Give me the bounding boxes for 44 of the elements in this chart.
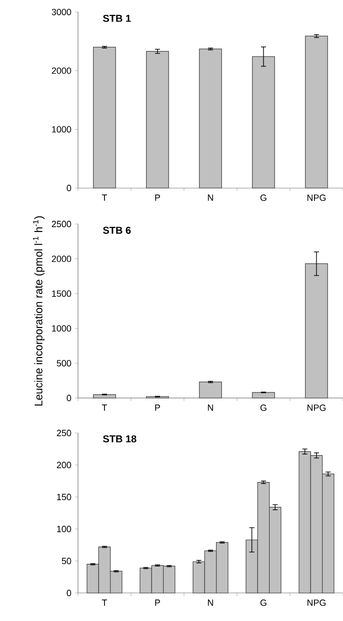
y-tick-label: 0 bbox=[66, 184, 72, 192]
y-tick-label: 1000 bbox=[52, 325, 72, 332]
x-tick-label: N bbox=[208, 600, 213, 606]
chart-title: STB 1 bbox=[102, 14, 131, 22]
x-tick-label: P bbox=[155, 194, 160, 201]
x-tick-label: N bbox=[208, 404, 213, 411]
x-tick-label: NPG bbox=[307, 404, 326, 411]
y-tick-label: 250 bbox=[56, 430, 72, 436]
y-tick-label: 50 bbox=[62, 558, 72, 564]
y-tick-label: 500 bbox=[56, 360, 72, 366]
y-tick-label: 200 bbox=[56, 462, 72, 468]
y-tick-label: 2500 bbox=[52, 220, 72, 228]
bar bbox=[252, 392, 275, 398]
x-tick-label: NPG bbox=[307, 194, 326, 201]
y-tick-label: 2000 bbox=[52, 256, 72, 262]
x-tick-label: NPG bbox=[307, 600, 326, 606]
x-tick-label: T bbox=[102, 194, 107, 201]
y-tick-label: 150 bbox=[57, 494, 72, 500]
x-tick-label: T bbox=[102, 404, 107, 411]
y-tick-label: 100 bbox=[57, 526, 72, 532]
x-tick-label: N bbox=[208, 194, 213, 201]
bar bbox=[252, 56, 275, 188]
x-tick-label: T bbox=[102, 600, 107, 606]
y-tick-label: 3000 bbox=[52, 8, 72, 16]
y-tick-label: 2000 bbox=[52, 67, 72, 74]
y-tick-label: 1000 bbox=[52, 126, 72, 133]
y-tick-label: 0 bbox=[66, 394, 72, 402]
x-tick-label: G bbox=[260, 600, 266, 606]
bar bbox=[198, 48, 222, 188]
y-tick-label: 0 bbox=[66, 590, 72, 596]
x-tick-label: P bbox=[155, 600, 160, 606]
chart-title: STB 6 bbox=[102, 226, 131, 234]
x-tick-label: P bbox=[155, 404, 160, 411]
chart-title: STB 18 bbox=[102, 435, 136, 442]
y-axis-title: Leucine incorporation rate (pmol l$^{-1}$ h$^{-1}$) bbox=[32, 216, 44, 406]
y-tick-label: 1500 bbox=[52, 290, 72, 297]
bar bbox=[198, 382, 222, 398]
x-tick-label: G bbox=[260, 194, 266, 201]
bar bbox=[304, 263, 328, 398]
bar bbox=[92, 394, 116, 398]
x-tick-label: G bbox=[260, 404, 266, 411]
bar bbox=[146, 51, 169, 188]
bar bbox=[304, 36, 328, 188]
bar bbox=[92, 46, 116, 188]
